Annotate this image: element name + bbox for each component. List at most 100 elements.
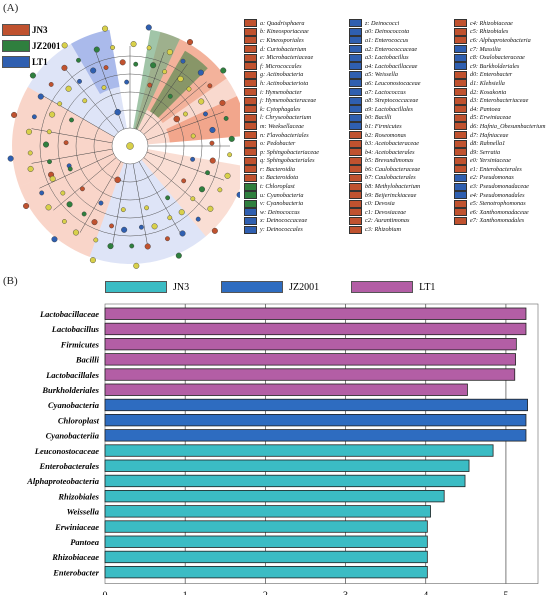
key-swatch: [454, 45, 467, 54]
key-label: d0: Enterobacter: [470, 71, 513, 79]
tree-node: [121, 226, 128, 233]
tree-node: [173, 115, 180, 123]
tree-branch: [143, 81, 207, 135]
tree-node: [133, 61, 139, 67]
clade-highlight: [150, 50, 208, 118]
lda-legend-swatch: [221, 281, 284, 293]
tree-node: [145, 24, 152, 31]
key-swatch: [244, 96, 257, 105]
key-item: h: Actinobacteriota: [244, 79, 344, 88]
tree-node: [49, 175, 56, 182]
key-item: b5: Brevundimonas: [349, 156, 449, 166]
key-label: c7: Massilia: [470, 45, 501, 53]
tree-node: [209, 126, 216, 133]
key-label: d5: Erwiniaceae: [470, 114, 512, 122]
tree-node: [228, 135, 235, 142]
key-swatch: [454, 148, 467, 157]
tree-node: [130, 41, 137, 48]
tree-node: [227, 152, 233, 158]
tree-node: [195, 216, 201, 222]
category-label: Rhizobiales: [57, 491, 99, 501]
tree-branch: [39, 153, 114, 189]
key-label: v: Cyanobacteria: [260, 200, 304, 208]
tree-node: [45, 204, 52, 211]
key-item: c2: Aurantimonas: [349, 216, 449, 226]
category-label: Firmicutes: [60, 339, 100, 349]
key-swatch: [244, 139, 257, 148]
key-swatch: [244, 19, 257, 28]
key-item: y: Deinococcales: [244, 225, 344, 234]
legend-item-jn3: JN3: [2, 23, 62, 36]
key-item: d7: Hafniaceae: [454, 131, 550, 140]
category-label: Bacilli: [75, 355, 100, 365]
legend-label: LT1: [32, 56, 48, 67]
key-label: y: Deinococcales: [260, 226, 303, 234]
key-swatch: [454, 62, 467, 71]
tree-branch: [140, 63, 188, 132]
key-swatch: [244, 225, 257, 234]
key-label: c3: Rhizobium: [365, 226, 401, 234]
key-label: z: Deinococci: [365, 19, 400, 27]
tree-node: [11, 111, 18, 118]
tree-node: [139, 224, 144, 230]
lda-legend-item-lt1: LT1: [351, 281, 435, 293]
key-item: d6: Hafnia_Obesumbacterium: [454, 122, 550, 131]
key-item: a5: Weissella: [349, 70, 449, 80]
key-swatch: [454, 208, 467, 217]
key-item: d1: Klebsiella: [454, 79, 550, 88]
key-swatch: [349, 45, 362, 54]
key-label: c8: Oxalobacteraceae: [470, 54, 525, 62]
key-item: b1: Firmicutes: [349, 122, 449, 131]
key-swatch: [244, 131, 257, 140]
tree-node: [72, 229, 79, 236]
key-label: l: Chryseobacterium: [260, 114, 312, 122]
key-item: a9: Lactobacillales: [349, 105, 449, 114]
key-item: c1: Devosiaceae: [349, 208, 449, 217]
key-label: e2: Pseudomonas: [470, 174, 514, 182]
key-swatch: [454, 27, 467, 36]
key-item: b0: Bacilli: [349, 113, 449, 123]
tree-node: [197, 69, 204, 76]
key-swatch: [454, 173, 467, 182]
key-label: h: Actinobacteriota: [260, 79, 309, 87]
legend-label: JZ2001: [32, 40, 61, 51]
tree-branch: [31, 148, 113, 164]
key-swatch: [244, 113, 257, 122]
tree-node: [162, 69, 168, 75]
tree-node: [37, 93, 44, 100]
key-label: a4: Lactobacillaceae: [365, 62, 418, 70]
key-item: a3: Lactobacillus: [349, 53, 449, 62]
tree-branch: [138, 161, 181, 233]
key-item: d8: Rahnella1: [454, 139, 550, 148]
tree-node: [181, 178, 187, 184]
tree-node: [219, 99, 226, 106]
tree-node: [77, 78, 82, 84]
panel-a-label: (A): [3, 2, 19, 14]
tree-node: [102, 25, 109, 32]
key-label: c9: Burkholderiales: [470, 62, 520, 70]
legend-item-lt1: LT1: [2, 55, 62, 68]
key-label: m: Weeksellaceae: [260, 122, 304, 130]
legend-swatch: [2, 55, 30, 68]
key-swatch: [349, 105, 362, 114]
key-swatch: [349, 88, 362, 97]
key-label: d: Curtobacterium: [260, 45, 307, 53]
key-label: e0: Yersiniaceae: [470, 157, 511, 165]
key-swatch: [244, 199, 257, 208]
tree-node: [63, 140, 69, 146]
tree-node: [57, 101, 63, 107]
key-item: c7: Massilia: [454, 45, 550, 54]
lda-legend: JN3 JZ2001 LT1: [105, 281, 467, 293]
key-label: b0: Bacilli: [365, 114, 392, 122]
tree-node: [167, 93, 173, 99]
key-swatch: [454, 70, 467, 79]
tree-node: [82, 98, 88, 104]
tree-node: [126, 142, 134, 150]
key-item: a0: Deinococcota: [349, 27, 449, 37]
key-item: g: Actinobacteria: [244, 70, 344, 80]
tree-node: [129, 243, 135, 249]
tree-node: [65, 85, 72, 92]
key-label: r: Bacteroidia: [260, 165, 295, 173]
plot-frame: [104, 303, 539, 584]
x-tick-label: 1: [183, 591, 188, 595]
